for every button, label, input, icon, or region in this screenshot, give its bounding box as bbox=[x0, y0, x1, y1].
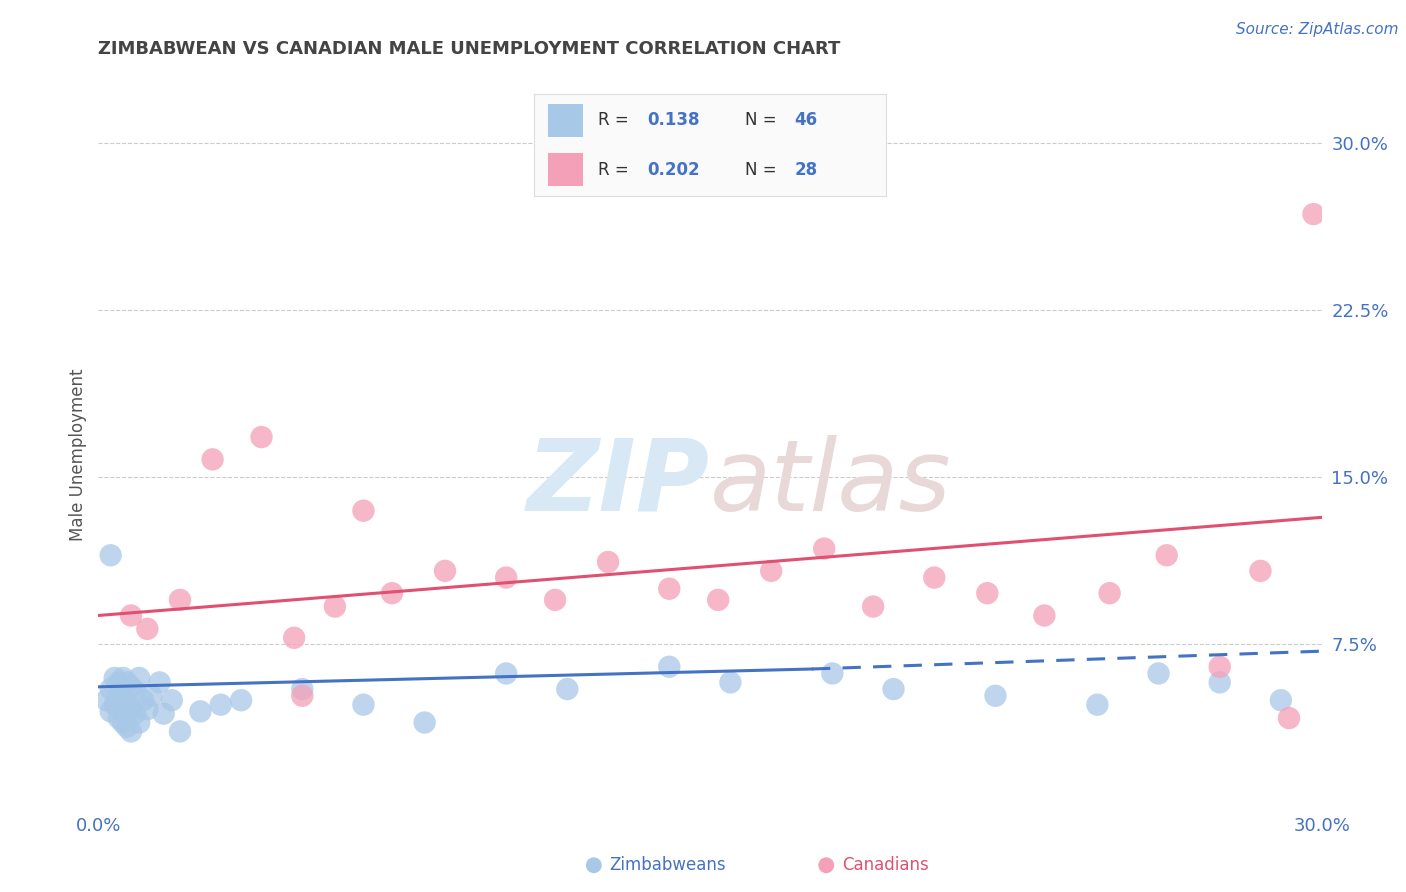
Point bbox=[136, 622, 159, 636]
Point bbox=[1249, 564, 1271, 578]
Point bbox=[1209, 660, 1232, 674]
Point bbox=[1085, 698, 1108, 712]
Point bbox=[413, 715, 436, 730]
Point bbox=[209, 698, 232, 712]
Point bbox=[160, 693, 183, 707]
Point bbox=[141, 689, 163, 703]
Text: Source: ZipAtlas.com: Source: ZipAtlas.com bbox=[1236, 22, 1399, 37]
Y-axis label: Male Unemployment: Male Unemployment bbox=[69, 368, 87, 541]
Point bbox=[169, 592, 191, 607]
Text: N =: N = bbox=[745, 161, 782, 178]
Text: ZIMBABWEAN VS CANADIAN MALE UNEMPLOYMENT CORRELATION CHART: ZIMBABWEAN VS CANADIAN MALE UNEMPLOYMENT… bbox=[98, 40, 841, 58]
Point bbox=[188, 705, 212, 719]
Point bbox=[1209, 675, 1232, 690]
Text: N =: N = bbox=[745, 112, 782, 129]
Point bbox=[115, 698, 138, 712]
Point bbox=[104, 698, 127, 712]
Text: 28: 28 bbox=[794, 161, 817, 178]
Point bbox=[132, 693, 155, 707]
Point bbox=[111, 715, 134, 730]
Point bbox=[128, 715, 150, 730]
Point bbox=[149, 675, 172, 690]
Point bbox=[557, 681, 579, 696]
Point bbox=[352, 698, 374, 712]
Point bbox=[381, 586, 404, 600]
Point bbox=[100, 705, 122, 719]
Point bbox=[976, 586, 998, 600]
Point bbox=[707, 592, 730, 607]
Point bbox=[352, 503, 374, 517]
Point bbox=[1302, 207, 1324, 221]
Point bbox=[922, 571, 945, 585]
Point bbox=[201, 452, 224, 467]
Point bbox=[1147, 666, 1170, 681]
Point bbox=[250, 430, 273, 444]
Point bbox=[434, 564, 457, 578]
Point bbox=[115, 720, 138, 734]
Point bbox=[1033, 608, 1056, 623]
Point bbox=[124, 684, 146, 698]
Point bbox=[169, 724, 191, 739]
Text: atlas: atlas bbox=[710, 435, 952, 532]
Point bbox=[1156, 548, 1178, 563]
Text: Zimbabweans: Zimbabweans bbox=[610, 856, 727, 874]
Point bbox=[544, 592, 567, 607]
Point bbox=[104, 671, 127, 685]
Point bbox=[658, 582, 681, 596]
Point bbox=[108, 711, 131, 725]
Point bbox=[152, 706, 174, 721]
Text: 0.138: 0.138 bbox=[647, 112, 699, 129]
Text: 46: 46 bbox=[794, 112, 817, 129]
Point bbox=[813, 541, 835, 556]
Point bbox=[120, 702, 142, 716]
Point bbox=[291, 689, 314, 703]
Point bbox=[96, 693, 118, 707]
Point bbox=[1270, 693, 1292, 707]
Text: Canadians: Canadians bbox=[842, 856, 929, 874]
Point bbox=[100, 548, 122, 563]
Point bbox=[658, 660, 681, 674]
Point bbox=[821, 666, 844, 681]
Point bbox=[984, 689, 1007, 703]
Point bbox=[128, 671, 150, 685]
Point bbox=[120, 680, 142, 694]
Point bbox=[1278, 711, 1301, 725]
Point bbox=[136, 702, 159, 716]
Point bbox=[761, 564, 783, 578]
Point bbox=[108, 675, 131, 690]
Point bbox=[291, 681, 314, 696]
Point bbox=[120, 608, 142, 623]
Point bbox=[598, 555, 620, 569]
Point bbox=[100, 681, 122, 696]
Point bbox=[323, 599, 346, 614]
Point bbox=[111, 693, 134, 707]
Point bbox=[495, 666, 517, 681]
Point bbox=[120, 724, 142, 739]
Text: R =: R = bbox=[598, 112, 634, 129]
Point bbox=[720, 675, 742, 690]
Point bbox=[111, 671, 134, 685]
Point bbox=[108, 689, 131, 703]
Bar bbox=[548, 104, 583, 136]
Text: R =: R = bbox=[598, 161, 634, 178]
Point bbox=[115, 675, 138, 690]
Point bbox=[283, 631, 305, 645]
Point bbox=[495, 571, 517, 585]
Point bbox=[883, 681, 905, 696]
Bar bbox=[548, 153, 583, 186]
Text: 0.202: 0.202 bbox=[647, 161, 699, 178]
Point bbox=[231, 693, 253, 707]
Point bbox=[862, 599, 884, 614]
Point bbox=[124, 706, 146, 721]
Text: ZIP: ZIP bbox=[527, 435, 710, 532]
Point bbox=[1098, 586, 1121, 600]
